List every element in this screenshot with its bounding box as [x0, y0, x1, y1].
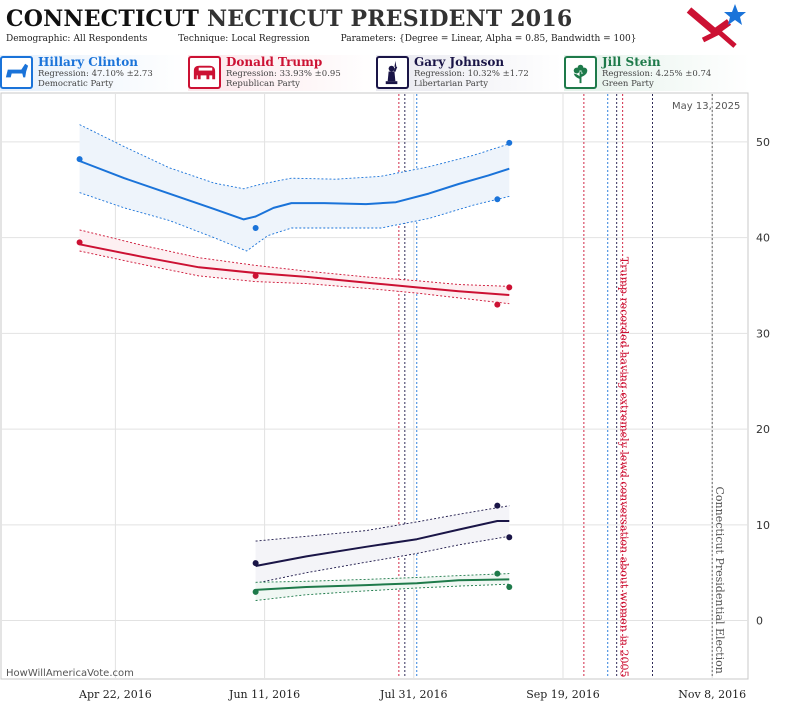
poll-point [252, 588, 259, 595]
demographic-value: All Respondents [73, 34, 148, 44]
candidate-regression: Regression: 47.10% ±2.73 [38, 69, 153, 79]
trend-line [255, 520, 510, 567]
x-tick-label: Nov 8, 2016 [678, 688, 746, 701]
band-lower [255, 583, 510, 601]
y-tick-label: 40 [756, 232, 770, 245]
elephant-icon [188, 56, 221, 89]
technique-label: Technique: [178, 34, 229, 44]
x-tick-label: Jun 11, 2016 [228, 688, 300, 701]
candidate-party: Libertarian Party [414, 79, 489, 89]
band-upper [255, 505, 510, 542]
annotations: Trump recorded having extremely lewd con… [618, 257, 727, 678]
page-title: CONNECTICUT NECTICUT PRESIDENT 2016 [6, 6, 572, 32]
y-axis: 0 10 20 30 40 50 [756, 136, 770, 628]
band-upper [79, 229, 510, 287]
trend-line [255, 578, 510, 591]
title-state: CONNECTICUT [6, 6, 200, 32]
candidate-party: Republican Party [226, 79, 300, 89]
poll-point [506, 284, 513, 291]
technique: Technique: Local Regression [178, 34, 323, 44]
parameters: Parameters: {Degree = Linear, Alpha = 0.8… [341, 34, 651, 44]
y-tick-label: 30 [756, 327, 770, 340]
annotation-label: Connecticut Presidential Election [713, 487, 726, 674]
y-tick-label: 0 [756, 615, 763, 628]
date-stamp: May 13, 2025 [672, 101, 741, 112]
candidate-name: Donald Trump [226, 55, 323, 69]
title-race: NECTICUT PRESIDENT 2016 [206, 6, 573, 32]
poll-point [494, 570, 501, 577]
x-tick-label: Sep 19, 2016 [526, 688, 600, 701]
y-tick-label: 50 [756, 136, 770, 149]
legend-item-clinton: Hillary Clinton Regression: 47.10% ±2.73… [0, 55, 186, 91]
legend-item-johnson: Gary Johnson Regression: 10.32% ±1.72 Li… [376, 55, 562, 91]
legend-item-stein: Jill Stein Regression: 4.25% ±0.74 Green… [564, 55, 750, 91]
confidence-band [79, 124, 510, 251]
poll-point [494, 301, 501, 308]
statue-of-liberty-icon [376, 56, 409, 89]
trend-line [79, 160, 510, 221]
poll-point [494, 502, 501, 509]
poll-point [76, 156, 83, 163]
flower-icon [564, 56, 597, 89]
candidate-name: Gary Johnson [414, 55, 505, 69]
demographic-label: Demographic: [6, 34, 71, 44]
poll-point [252, 560, 259, 567]
x-axis: Apr 22, 2016 Jun 11, 2016 Jul 31, 2016 Sep … [78, 688, 746, 701]
poll-point [252, 272, 259, 279]
candidate-regression: Regression: 33.93% ±0.95 [226, 69, 341, 79]
trend-lines [79, 160, 510, 591]
x-tick-label: Jul 31, 2016 [379, 688, 448, 701]
poll-point [76, 239, 83, 246]
technique-value: Local Regression [231, 34, 310, 44]
watermark: HowWillAmericaVote.com [6, 668, 134, 679]
candidate-regression: Regression: 10.32% ±1.72 [414, 69, 529, 79]
candidate-party: Green Party [602, 79, 654, 89]
parameters-line: Demographic: All Respondents Technique: Lo… [6, 34, 664, 44]
poll-point [506, 584, 513, 591]
site-logo-icon [686, 4, 746, 48]
poll-point [252, 225, 259, 232]
poll-point [494, 196, 501, 203]
poll-point [506, 534, 513, 541]
demographic: Demographic: All Respondents [6, 34, 161, 44]
candidate-party: Democratic Party [38, 79, 114, 89]
candidate-name: Jill Stein [602, 55, 661, 69]
annotation-label: Trump recorded having extremely lewd con… [618, 257, 631, 678]
parameters-label: Parameters: [340, 34, 397, 44]
poll-chart: 0 10 20 30 40 50 Apr 22, 2016 Jun 11, 2016 Jul … [0, 92, 770, 701]
legend-item-trump: Donald Trump Regression: 33.93% ±0.95 Re… [188, 55, 374, 91]
y-tick-label: 10 [756, 519, 770, 532]
x-tick-label: Apr 22, 2016 [78, 688, 152, 701]
candidate-name: Hillary Clinton [38, 55, 138, 69]
y-tick-label: 20 [756, 423, 770, 436]
donkey-icon [0, 56, 33, 89]
poll-point [506, 139, 513, 146]
trend-line [79, 243, 510, 296]
parameters-value: {Degree = Linear, Alpha = 0.85, Bandwidt… [399, 34, 637, 44]
poll-points [76, 139, 513, 595]
band-lower [79, 250, 510, 305]
candidate-regression: Regression: 4.25% ±0.74 [602, 69, 712, 79]
